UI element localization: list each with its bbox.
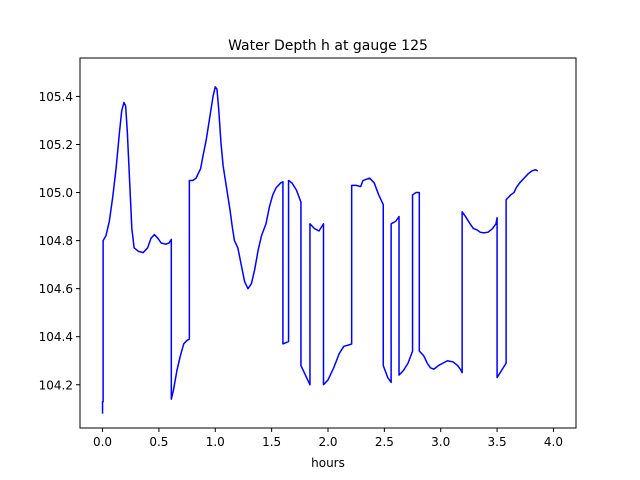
y-tick-label: 104.6: [39, 282, 73, 296]
x-tick-label: 1.5: [262, 435, 281, 449]
x-tick-label: 1.0: [206, 435, 225, 449]
x-tick-label: 3.0: [431, 435, 450, 449]
x-tick-label: 3.5: [488, 435, 507, 449]
x-tick-label: 2.5: [375, 435, 394, 449]
y-axis: 104.2 104.4 104.6 104.8 105.0 105.2 105.4: [39, 90, 80, 392]
series-line: [101, 86, 539, 414]
x-tick-label: 0.5: [149, 435, 168, 449]
x-axis-label: hours: [311, 456, 345, 470]
x-tick-label: 2.0: [318, 435, 337, 449]
plot-area: [101, 86, 539, 414]
chart-title: Water Depth h at gauge 125: [228, 38, 428, 54]
y-tick-label: 105.2: [39, 138, 73, 152]
y-tick-label: 105.4: [39, 90, 73, 104]
x-tick-label: 0.0: [93, 435, 112, 449]
y-tick-label: 105.0: [39, 186, 73, 200]
x-axis: 0.0 0.5 1.0 1.5 2.0 2.5 3.0 3.5 4.0: [93, 428, 563, 449]
y-tick-label: 104.8: [39, 234, 73, 248]
y-tick-label: 104.2: [39, 378, 73, 392]
y-tick-label: 104.4: [39, 330, 73, 344]
x-tick-label: 4.0: [544, 435, 563, 449]
